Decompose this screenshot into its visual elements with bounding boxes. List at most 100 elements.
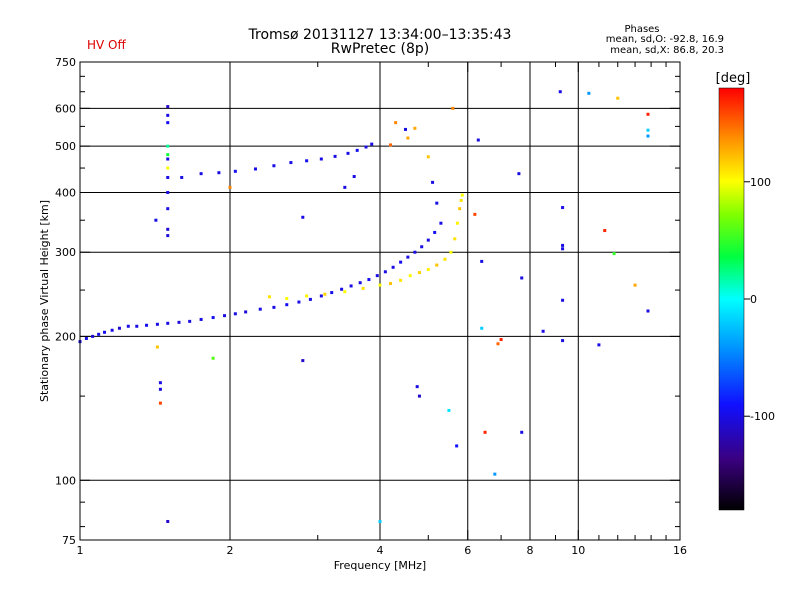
data-point (603, 229, 607, 233)
data-point (561, 298, 565, 302)
data-point (103, 330, 107, 334)
data-point (375, 274, 379, 278)
data-point (616, 96, 620, 100)
data-point (417, 271, 421, 275)
x-tick-label: 10 (571, 544, 585, 557)
data-point (458, 207, 462, 211)
grid (80, 62, 680, 540)
phases-heading: Phases (624, 24, 659, 35)
data-point (561, 247, 565, 251)
y-tick-label: 300 (55, 246, 76, 259)
data-point (408, 274, 412, 278)
chart-subtitle: RwPretec (8p) (331, 41, 429, 57)
data-point (455, 221, 459, 225)
data-point (447, 408, 451, 412)
data-point (499, 338, 503, 342)
data-point (91, 334, 95, 338)
data-point (378, 283, 382, 287)
data-point (285, 303, 289, 307)
data-point (199, 172, 203, 176)
data-point (391, 265, 395, 269)
data-point (561, 206, 565, 210)
y-tick-label: 75 (62, 534, 76, 547)
data-point (166, 519, 170, 523)
data-point (406, 136, 410, 140)
data-point (633, 283, 637, 287)
data-point (394, 121, 398, 125)
data-point (228, 185, 232, 189)
data-point (330, 291, 334, 295)
data-point (426, 155, 430, 159)
axis-ticks (79, 61, 681, 541)
data-point (333, 154, 337, 158)
y-tick-label: 400 (55, 186, 76, 199)
data-point (561, 243, 565, 247)
data-point (453, 237, 457, 241)
data-point (343, 290, 347, 294)
data-point (166, 227, 170, 231)
y-axis-label: Stationary phase Virtual Height [km] (38, 200, 51, 402)
y-tick-label: 750 (55, 56, 76, 69)
data-point (272, 164, 276, 168)
data-point (166, 190, 170, 194)
data-point (493, 472, 497, 476)
data-point (460, 193, 464, 197)
data-point (399, 278, 403, 282)
data-point (289, 161, 293, 165)
data-point (420, 245, 424, 249)
data-point (166, 207, 170, 211)
data-point (340, 287, 344, 291)
data-point (370, 142, 374, 146)
data-point (361, 286, 365, 290)
data-point (646, 128, 650, 132)
data-point (308, 297, 312, 301)
data-point (646, 112, 650, 116)
data-point (558, 90, 562, 94)
y-tick-labels: 75 100 200 300 400 500 600 750 (55, 56, 76, 547)
data-point (166, 113, 170, 117)
data-point (406, 255, 410, 259)
data-point (301, 359, 305, 363)
data-point (166, 175, 170, 179)
data-point (158, 387, 162, 391)
data-point (135, 324, 139, 328)
data-point (126, 324, 130, 328)
colorbar-unit-label: [deg] (716, 71, 751, 86)
data-point (459, 198, 463, 202)
x-tick-label: 6 (464, 544, 471, 557)
data-point (84, 336, 88, 340)
data-point (155, 322, 159, 326)
data-point (166, 166, 170, 170)
data-point (110, 328, 114, 332)
data-point (367, 278, 371, 282)
data-point (520, 430, 524, 434)
data-point (166, 321, 170, 325)
data-point (166, 105, 170, 109)
data-point (399, 260, 403, 264)
data-point (305, 294, 309, 298)
data-point (154, 218, 158, 222)
data-point (267, 295, 271, 299)
data-point (166, 157, 170, 161)
data-point (355, 148, 359, 152)
data-point (319, 294, 323, 298)
data-point (244, 310, 248, 314)
data-point (233, 312, 237, 316)
data-point (301, 215, 305, 219)
data-point (480, 259, 484, 263)
data-point (258, 307, 262, 311)
data-point (483, 430, 487, 434)
data-point (352, 175, 356, 179)
y-tick-label: 200 (55, 330, 76, 343)
colorbar-tick-label: -100 (750, 410, 775, 423)
data-point (349, 284, 353, 288)
data-point (473, 212, 477, 216)
data-point (155, 345, 159, 349)
x-axis-label: Frequency [MHz] (334, 559, 426, 572)
data-point (378, 519, 382, 523)
data-point (346, 151, 350, 155)
data-point (358, 281, 362, 285)
x-tick-label: 8 (527, 544, 534, 557)
data-point (253, 167, 257, 171)
